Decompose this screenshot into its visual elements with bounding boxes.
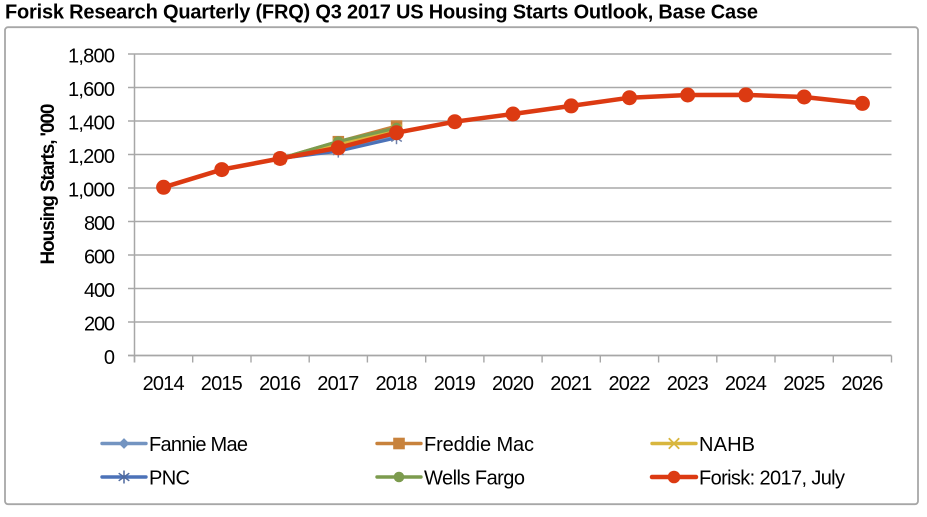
svg-text:600: 600 [84, 246, 115, 268]
svg-text:Wells Fargo: Wells Fargo [424, 468, 525, 490]
svg-text:1,200: 1,200 [68, 146, 115, 168]
svg-text:Fannie Mae: Fannie Mae [149, 434, 248, 456]
svg-text:200: 200 [84, 313, 115, 335]
svg-text:PNC: PNC [149, 468, 190, 490]
svg-text:2022: 2022 [609, 373, 651, 395]
svg-text:Freddie Mac: Freddie Mac [424, 434, 534, 456]
svg-text:Housing Starts, '000: Housing Starts, '000 [38, 104, 59, 265]
svg-text:2020: 2020 [492, 373, 534, 395]
svg-text:Forisk Research Quarterly (FRQ: Forisk Research Quarterly (FRQ) Q3 2017 … [5, 2, 758, 24]
svg-text:NAHB: NAHB [699, 434, 755, 456]
svg-text:0: 0 [104, 347, 115, 369]
svg-text:2023: 2023 [667, 373, 709, 395]
svg-text:1,000: 1,000 [68, 179, 115, 201]
svg-text:800: 800 [84, 213, 115, 235]
svg-text:1,800: 1,800 [68, 45, 115, 67]
svg-text:2016: 2016 [259, 373, 301, 395]
svg-text:2014: 2014 [143, 373, 185, 395]
svg-text:2021: 2021 [550, 373, 592, 395]
svg-text:2019: 2019 [434, 373, 476, 395]
svg-text:2026: 2026 [841, 373, 883, 395]
svg-text:2018: 2018 [376, 373, 418, 395]
svg-text:1,400: 1,400 [68, 112, 115, 134]
svg-text:2025: 2025 [783, 373, 825, 395]
svg-text:2024: 2024 [725, 373, 767, 395]
svg-text:2015: 2015 [201, 373, 243, 395]
svg-text:Forisk: 2017, July: Forisk: 2017, July [699, 468, 845, 490]
svg-text:1,600: 1,600 [68, 79, 115, 101]
svg-text:2017: 2017 [317, 373, 359, 395]
svg-text:400: 400 [84, 280, 115, 302]
